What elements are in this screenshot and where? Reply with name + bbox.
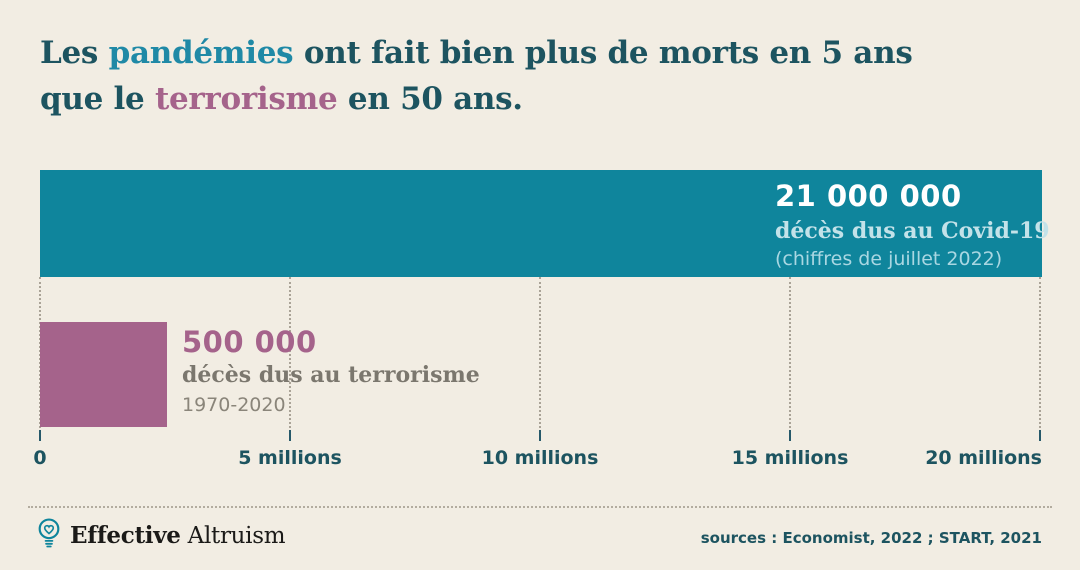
chart-title-line-2: que le terrorisme en 50 ans. <box>40 76 912 122</box>
lightbulb-heart-icon <box>36 517 62 554</box>
brand-name: Effective Altruism <box>70 522 286 549</box>
bar-covid-deaths: 21 000 000 décès dus au Covid-19 (chiffr… <box>40 170 1050 277</box>
tick-label-15m: 15 millions <box>731 447 849 469</box>
brand-name-bold: Effective <box>70 522 181 549</box>
tick-label-0: 0 <box>33 447 47 469</box>
brand-name-regular: Altruism <box>180 523 286 549</box>
covid-label: décès dus au Covid-19 <box>775 217 1050 244</box>
tick-label-5m: 5 millions <box>238 447 342 469</box>
covid-note: (chiffres de juillet 2022) <box>775 248 1003 271</box>
covid-label-block: 21 000 000 décès dus au Covid-19 (chiffr… <box>775 179 1050 271</box>
gridline-20m <box>1039 277 1041 428</box>
tick-label-10m: 10 millions <box>481 447 599 469</box>
tick-15m <box>789 430 791 441</box>
effective-altruism-logo: Effective Altruism <box>36 517 286 554</box>
title-highlight-pandemies: pandémies <box>108 35 294 71</box>
terrorism-label-block: 500 000 décès dus au terrorisme 1970-202… <box>182 325 480 417</box>
chart-title-line-1: Les pandémies ont fait bien plus de mort… <box>40 30 913 76</box>
covid-value: 21 000 000 <box>775 179 962 213</box>
gridline-5m <box>289 277 291 428</box>
gridline-15m <box>789 277 791 428</box>
title-text: que le <box>40 81 155 117</box>
footer-divider <box>28 506 1052 508</box>
sources-note: sources : Economist, 2022 ; START, 2021 <box>700 529 1042 547</box>
tick-0 <box>39 430 41 441</box>
title-text: Les <box>40 35 109 71</box>
terrorism-label: décès dus au terrorisme <box>182 362 480 389</box>
title-text: en 50 ans. <box>337 81 523 117</box>
title-highlight-terrorisme: terrorisme <box>154 81 338 117</box>
gridline-10m <box>539 277 541 428</box>
chart-title: Les pandémies ont fait bien plus de mort… <box>40 30 913 122</box>
title-text: ont fait bien plus de morts en 5 ans <box>293 35 913 71</box>
tick-5m <box>289 430 291 441</box>
terrorism-note: 1970-2020 <box>182 393 286 416</box>
tick-20m <box>1039 430 1041 441</box>
bar-terrorism-deaths <box>40 322 167 427</box>
tick-10m <box>539 430 541 441</box>
terrorism-value: 500 000 <box>182 325 317 359</box>
tick-label-20m: 20 millions <box>925 447 1042 469</box>
